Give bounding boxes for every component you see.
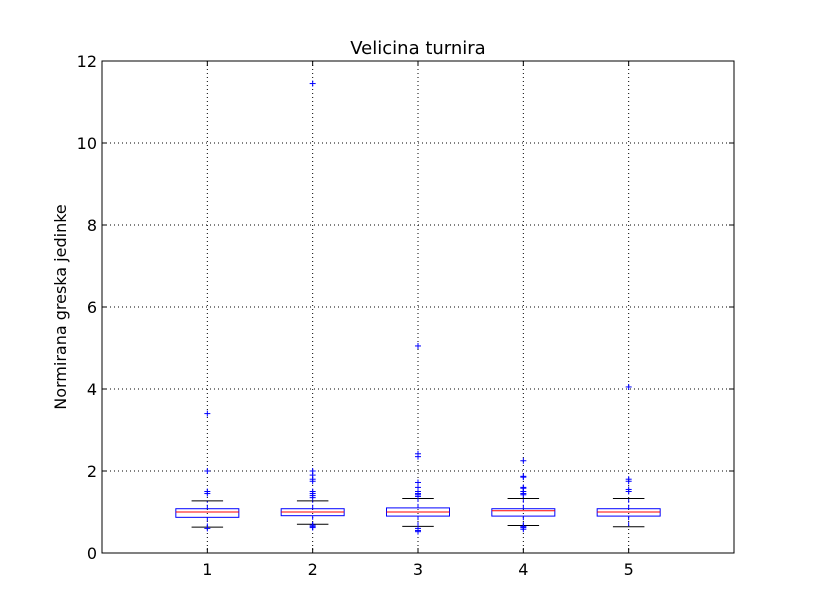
- flier-point: [415, 453, 421, 460]
- flier-point: [415, 493, 421, 500]
- flier-point: [520, 491, 527, 498]
- flier-point: [520, 457, 527, 464]
- x-tick-label: 3: [413, 560, 423, 579]
- flier-point: [625, 478, 632, 485]
- iqr-box: [175, 508, 240, 518]
- y-tick-label: 0: [87, 544, 97, 563]
- box-2: [280, 80, 345, 531]
- y-tick-label: 10: [77, 134, 97, 153]
- y-tick-label: 4: [87, 380, 97, 399]
- box-1: [175, 410, 240, 532]
- box-series: [175, 80, 661, 535]
- grid-lines: [102, 61, 734, 553]
- y-tick-label: 2: [87, 462, 97, 481]
- flier-point: [309, 80, 316, 87]
- x-tick-label: 2: [308, 560, 318, 579]
- x-tick-label: 4: [518, 560, 528, 579]
- y-tick-label: 6: [87, 298, 97, 317]
- flier-point: [309, 494, 316, 501]
- y-axis-label: Normirana greska jedinke: [51, 204, 70, 410]
- x-tick-label: 5: [624, 560, 634, 579]
- y-tick-label: 12: [77, 52, 97, 71]
- flier-point: [415, 342, 421, 349]
- flier-point: [204, 490, 211, 497]
- y-tick-label: 8: [87, 216, 97, 235]
- flier-point: [309, 524, 316, 531]
- flier-point: [625, 383, 632, 390]
- box-5: [596, 383, 661, 528]
- flier-point: [625, 488, 632, 495]
- x-tick-label: 1: [202, 560, 212, 579]
- flier-point: [204, 525, 211, 532]
- flier-point: [204, 410, 211, 417]
- iqr-box: [491, 508, 556, 517]
- flier-point: [204, 468, 211, 474]
- chart-title: Velicina turnira: [350, 38, 485, 59]
- flier-point: [520, 526, 527, 533]
- box-4: [491, 457, 556, 533]
- flier-point: [309, 478, 316, 485]
- flier-point: [415, 528, 421, 535]
- flier-point: [520, 474, 527, 481]
- box-3: [386, 342, 450, 535]
